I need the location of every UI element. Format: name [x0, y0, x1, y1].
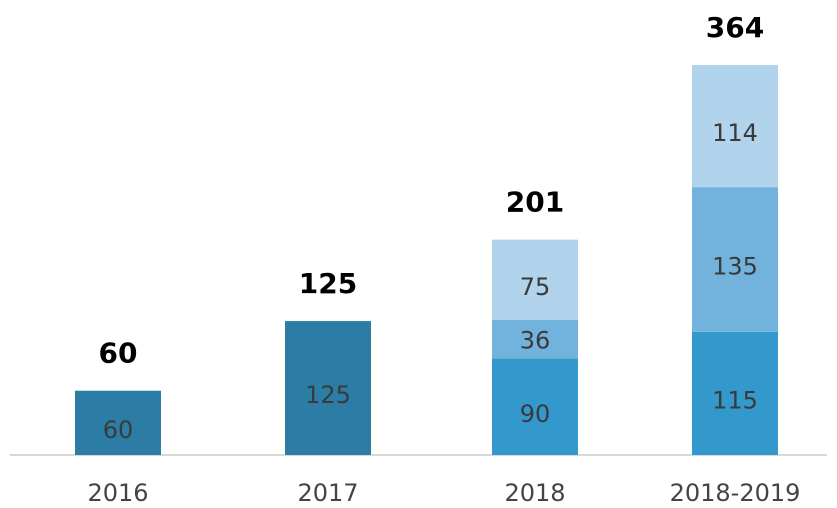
segment-label: 114 [712, 119, 758, 147]
bar-segment [285, 321, 371, 455]
bar-segment [692, 187, 778, 332]
segment-label: 36 [520, 326, 551, 354]
segment-label: 135 [712, 252, 758, 280]
total-label: 125 [299, 267, 357, 300]
total-label: 364 [706, 11, 764, 44]
x-tick-label: 2018-2019 [670, 479, 801, 507]
total-label: 60 [99, 337, 138, 370]
total-label: 201 [506, 186, 564, 219]
bar-segment [492, 239, 578, 320]
segment-label: 125 [305, 381, 351, 409]
bar-segment [692, 331, 778, 455]
x-tick-label: 2016 [87, 479, 148, 507]
segment-label: 90 [520, 400, 551, 428]
bar-segment [492, 358, 578, 455]
x-tick-label: 2018 [504, 479, 565, 507]
bar-segment [492, 320, 578, 359]
segment-label: 115 [712, 386, 758, 414]
x-tick-label: 2017 [297, 479, 358, 507]
segment-label: 60 [103, 416, 134, 444]
bar-segment [692, 65, 778, 188]
bar-segment [75, 390, 161, 455]
segment-label: 75 [520, 273, 551, 301]
